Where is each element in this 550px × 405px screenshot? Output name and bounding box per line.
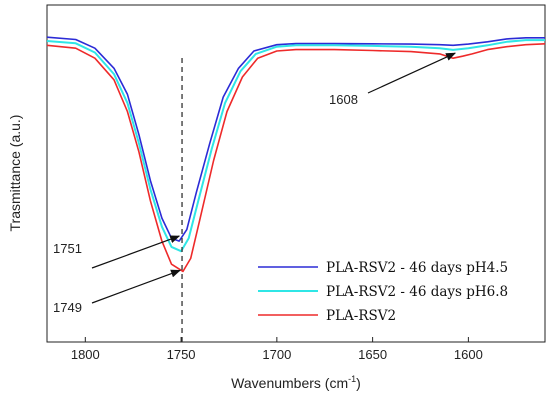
x-axis-title: Wavenumbers (cm-1) <box>231 374 361 391</box>
plot-frame <box>46 4 546 343</box>
x-tick-label: 1800 <box>71 347 100 362</box>
annotation-arrow <box>91 235 181 269</box>
legend: PLA-RSV2 - 46 days pH4.5 PLA-RSV2 - 46 d… <box>258 260 508 324</box>
legend-label-control: PLA-RSV2 <box>326 308 396 324</box>
annotation-label: 1749 <box>53 300 82 315</box>
series-line-ph45 <box>46 36 545 242</box>
x-tick-label: 1750 <box>167 347 196 362</box>
legend-label-ph45: PLA-RSV2 - 46 days pH4.5 <box>326 260 508 276</box>
annotation-arrow <box>367 52 457 94</box>
annotations: 1751 1749 1608 <box>53 52 457 315</box>
x-tick-label: 1600 <box>454 347 483 362</box>
series-line-control <box>46 43 546 273</box>
series-line-ph68 <box>46 39 545 253</box>
annotation-label: 1608 <box>329 92 358 107</box>
legend-label-ph68: PLA-RSV2 - 46 days pH6.8 <box>326 284 508 300</box>
annotation-label: 1751 <box>53 241 82 256</box>
x-ticks: 1800 1750 1700 1650 1600 <box>71 337 483 362</box>
series-layer <box>46 36 546 273</box>
x-tick-label: 1650 <box>358 347 387 362</box>
y-axis-title: Trasmittance (a.u.) <box>7 115 23 232</box>
annotation-arrow <box>91 269 181 304</box>
x-tick-label: 1700 <box>262 347 291 362</box>
